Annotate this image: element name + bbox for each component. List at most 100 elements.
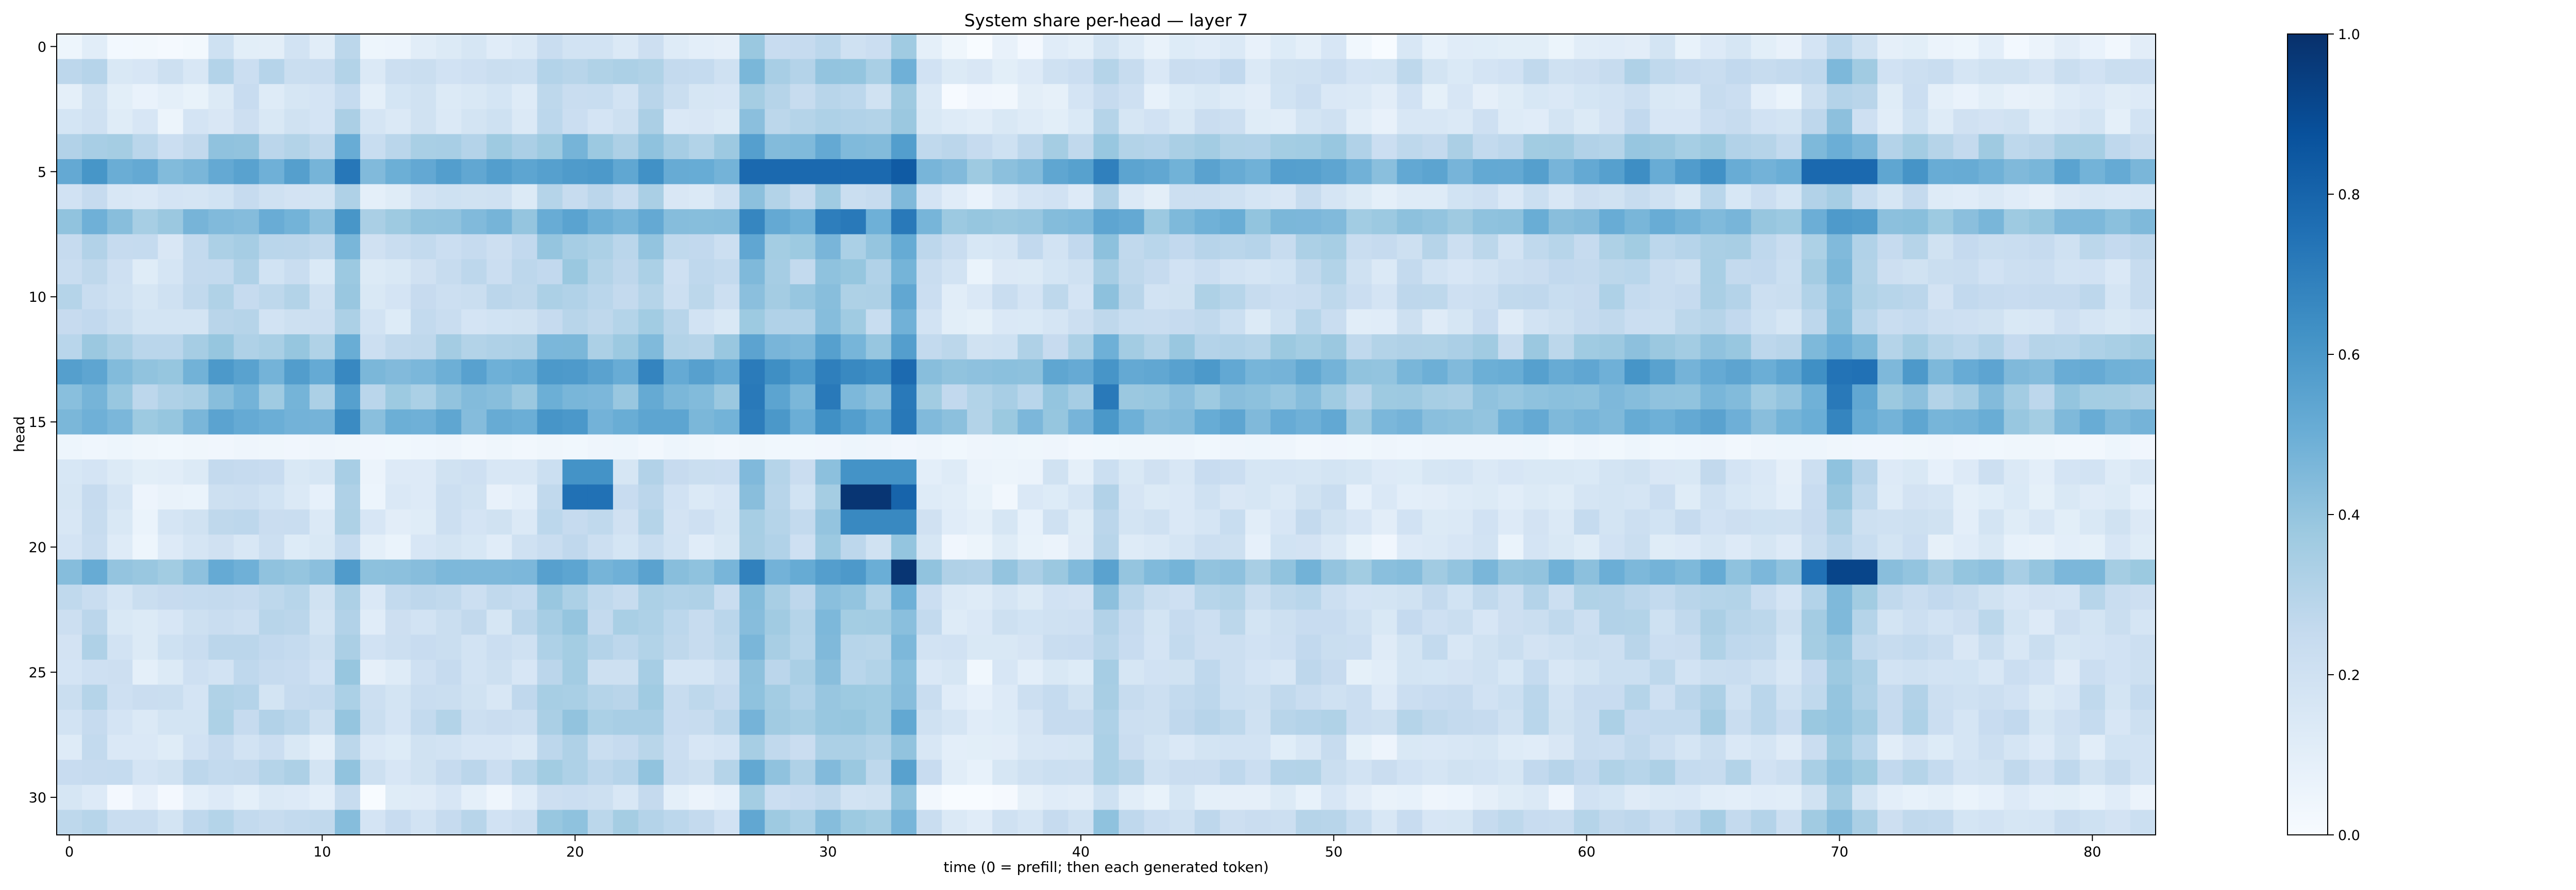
heatmap-cell — [385, 384, 411, 410]
heatmap-cell — [57, 184, 82, 210]
heatmap-cell — [992, 484, 1018, 510]
heatmap-cell — [840, 509, 867, 535]
heatmap-cell — [132, 134, 158, 160]
heatmap-cell — [1751, 34, 1777, 60]
heatmap-cell — [1903, 309, 1928, 335]
heatmap-cell — [360, 559, 386, 585]
heatmap-cell — [1068, 585, 1094, 610]
heatmap-cell — [1043, 109, 1069, 134]
heatmap-cell — [2105, 434, 2131, 460]
heatmap-cell — [2130, 434, 2156, 460]
heatmap-cell — [1675, 760, 1701, 785]
heatmap-cell — [1751, 459, 1777, 485]
heatmap-cell — [638, 334, 664, 360]
heatmap-cell — [284, 585, 310, 610]
heatmap-cell — [107, 684, 133, 710]
heatmap-cell — [1574, 609, 1600, 635]
colorbar-axis: 0.00.20.40.60.81.0 — [2328, 27, 2360, 844]
heatmap-cell — [1194, 684, 1221, 710]
heatmap-cell — [1296, 334, 1321, 360]
heatmap-cell — [82, 184, 108, 210]
heatmap-cell — [208, 484, 234, 510]
heatmap-cell — [537, 484, 563, 510]
heatmap-cell — [512, 234, 538, 260]
heatmap-cell — [689, 384, 715, 410]
heatmap-cell — [2029, 259, 2055, 285]
heatmap-cell — [891, 309, 917, 335]
heatmap-cell — [2079, 710, 2106, 735]
heatmap-cell — [992, 84, 1018, 110]
heatmap-cell — [562, 710, 588, 735]
heatmap-cell — [1675, 34, 1701, 60]
heatmap-cell — [562, 234, 588, 260]
heatmap-cell — [866, 534, 892, 560]
heatmap-cell — [1093, 259, 1120, 285]
heatmap-cell — [714, 409, 740, 435]
heatmap-cell — [512, 309, 538, 335]
heatmap-cell — [183, 585, 209, 610]
heatmap-cell — [360, 309, 386, 335]
heatmap-cell — [1523, 34, 1549, 60]
heatmap-cell — [866, 710, 892, 735]
heatmap-cell — [436, 635, 462, 660]
heatmap-cell — [2130, 585, 2156, 610]
heatmap-cell — [1371, 384, 1398, 410]
heatmap-cell — [334, 734, 361, 760]
heatmap-cell — [82, 734, 108, 760]
heatmap-cell — [1118, 34, 1145, 60]
heatmap-cell — [1751, 684, 1777, 710]
heatmap-cell — [1928, 734, 1954, 760]
heatmap-cell — [233, 710, 260, 735]
heatmap-cell — [587, 434, 614, 460]
heatmap-cell — [132, 84, 158, 110]
heatmap-cell — [613, 534, 639, 560]
heatmap-cell — [941, 159, 968, 185]
heatmap-cell — [411, 209, 436, 235]
heatmap-cell — [1472, 509, 1499, 535]
heatmap-cell — [2130, 784, 2156, 810]
heatmap-cell — [1321, 609, 1347, 635]
heatmap-cell — [1194, 760, 1221, 785]
heatmap-cell — [183, 635, 209, 660]
heatmap-cell — [436, 559, 462, 585]
heatmap-cell — [1472, 259, 1499, 285]
heatmap-cell — [613, 59, 639, 84]
heatmap-cell — [1650, 760, 1675, 785]
heatmap-cell — [1700, 734, 1726, 760]
heatmap-cell — [587, 734, 614, 760]
heatmap-cell — [587, 234, 614, 260]
heatmap-cell — [2079, 184, 2106, 210]
heatmap-cell — [2054, 760, 2080, 785]
heatmap-cell — [1093, 334, 1120, 360]
heatmap-cell — [941, 309, 968, 335]
heatmap-cell — [1498, 109, 1524, 134]
heatmap-cell — [1219, 534, 1246, 560]
heatmap-cell — [259, 34, 285, 60]
heatmap-cell — [1118, 284, 1145, 310]
heatmap-cell — [57, 635, 82, 660]
heatmap-cell — [664, 784, 689, 810]
heatmap-cell — [1548, 609, 1574, 635]
heatmap-cell — [1826, 534, 1853, 560]
colorbar-tick-label: 0.8 — [2338, 187, 2360, 203]
heatmap-cell — [1018, 635, 1043, 660]
heatmap-cell — [2054, 409, 2080, 435]
heatmap-cell — [689, 309, 715, 335]
heatmap-cell — [2004, 234, 2030, 260]
heatmap-cell — [815, 159, 841, 185]
heatmap-cell — [411, 734, 436, 760]
heatmap-cell — [714, 109, 740, 134]
heatmap-cell — [1194, 810, 1221, 835]
heatmap-cell — [664, 409, 689, 435]
heatmap-cell — [739, 585, 765, 610]
heatmap-cell — [739, 509, 765, 535]
heatmap-cell — [1018, 159, 1043, 185]
heatmap-cell — [436, 409, 462, 435]
heatmap-cell — [714, 559, 740, 585]
heatmap-cell — [1523, 559, 1549, 585]
heatmap-cell — [1219, 109, 1246, 134]
heatmap-cell — [158, 434, 184, 460]
heatmap-cell — [132, 159, 158, 185]
heatmap-cell — [1018, 184, 1043, 210]
